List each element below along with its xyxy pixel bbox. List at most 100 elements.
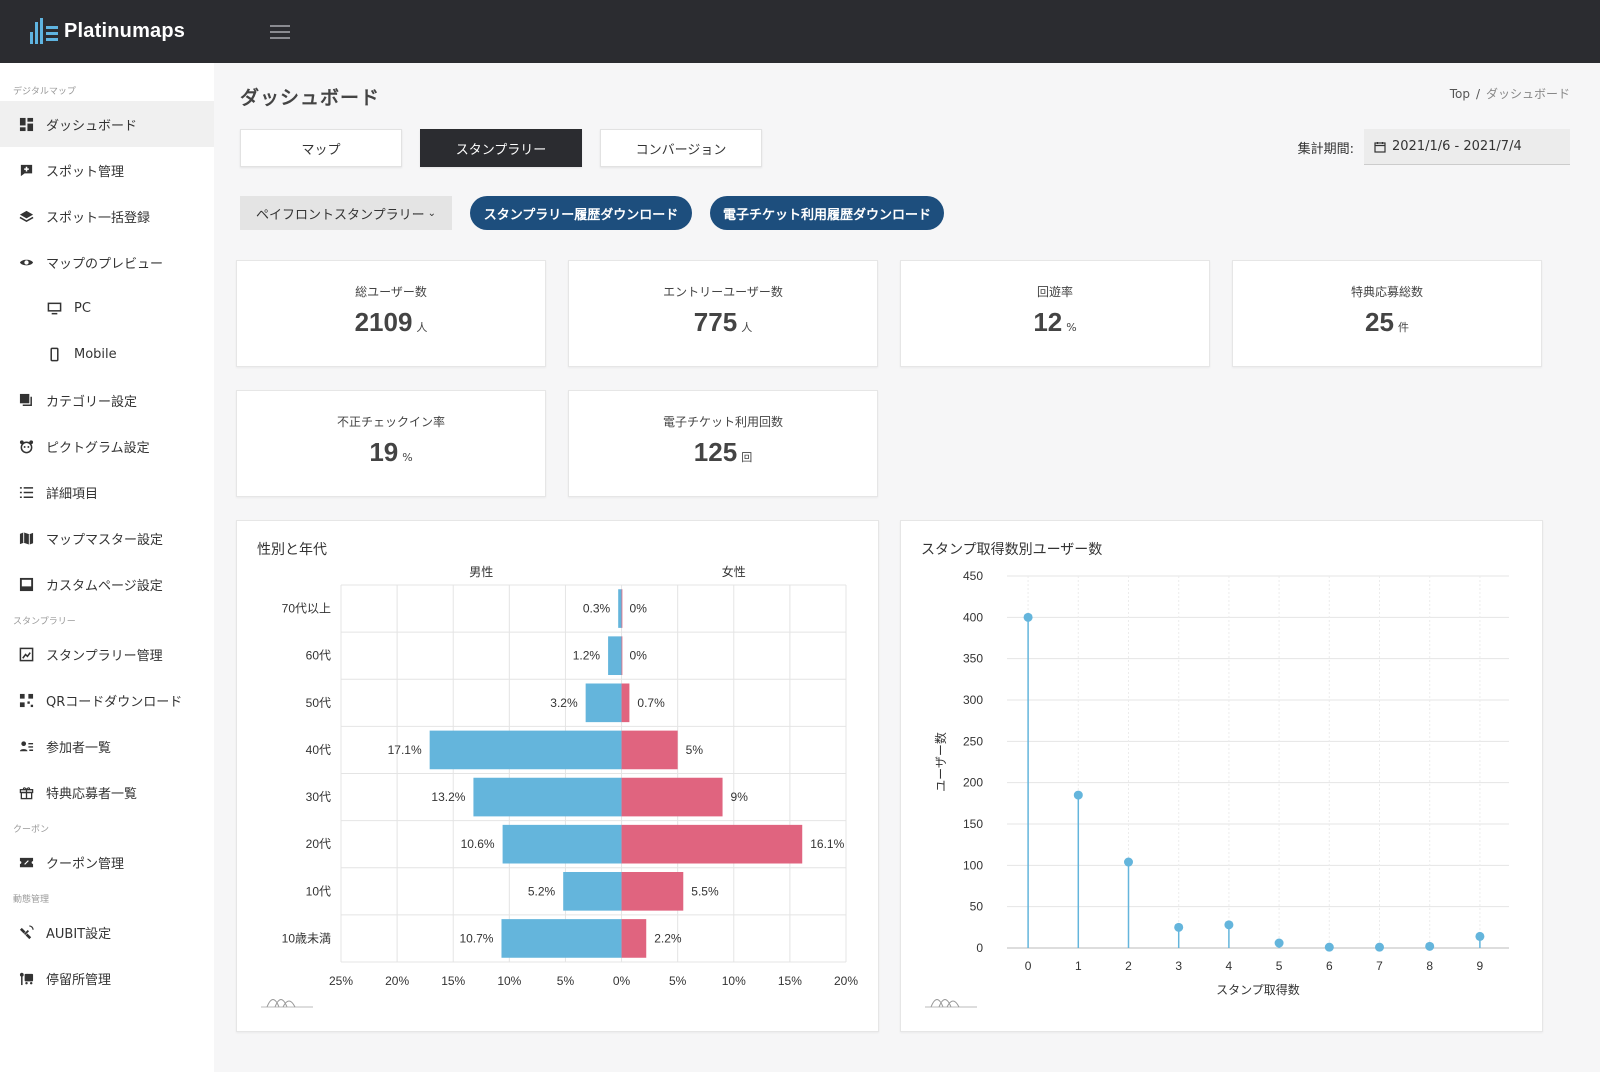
breadcrumb-separator: / (1475, 87, 1480, 101)
tab-stamp-rally[interactable]: スタンプラリー (420, 129, 582, 167)
sidebar-item-preview-pc[interactable]: PC (0, 285, 214, 331)
kpi-label: 不正チェックイン率 (336, 415, 445, 429)
male-bar (618, 589, 622, 628)
chart-wave-icon (261, 999, 313, 1008)
female-bar (621, 683, 630, 723)
pictogram-icon (18, 438, 34, 454)
sidebar-item-map-preview[interactable]: マップのプレビュー (0, 239, 214, 285)
sidebar-item-label: クーポン管理 (46, 856, 125, 872)
sidebar-item-preview-mobile[interactable]: Mobile (0, 331, 214, 377)
sidebar-item-applicants[interactable]: 特典応募者一覧 (0, 769, 214, 815)
period-date-range-input[interactable]: 2021/1/6 - 2021/7/4 (1364, 129, 1570, 165)
bus-stop-icon (18, 970, 34, 986)
x-tick-label: 4 (1226, 959, 1233, 973)
y-tick-label: 100 (963, 858, 983, 872)
app-name: Platinumaps (64, 20, 186, 42)
kpi-card-total-users: 総ユーザー数 2109 人 (236, 260, 546, 367)
sidebar-item-custom-page[interactable]: カスタムページ設定 (0, 561, 214, 607)
category-label: 70代以上 (282, 602, 331, 616)
sidebar-item-bus-stops[interactable]: 停留所管理 (0, 955, 214, 1001)
legend-female: 女性 (722, 564, 746, 579)
kpi-unit: 人 (741, 321, 753, 334)
sidebar-item-spot-bulk[interactable]: スポット一括登録 (0, 193, 214, 239)
y-tick-label: 250 (963, 734, 983, 748)
download-ticket-history-button[interactable]: 電子チケット利用履歴ダウンロード (710, 196, 944, 230)
kpi-unit: % (402, 451, 413, 464)
female-bar (621, 730, 678, 770)
female-data-label: 9% (731, 790, 749, 804)
x-axis-label: スタンプ取得数 (1216, 982, 1300, 997)
male-bar (608, 636, 622, 676)
sidebar-item-pictogram[interactable]: ピクトグラム設定 (0, 423, 214, 469)
sidebar-item-label: Mobile (74, 346, 117, 362)
sidebar-item-participants[interactable]: 参加者一覧 (0, 723, 214, 769)
download-stamp-rally-history-button[interactable]: スタンプラリー履歴ダウンロード (470, 196, 692, 230)
lollipop-point (1375, 942, 1384, 952)
female-data-label: 5.5% (691, 884, 719, 898)
sidebar-item-label: 特典応募者一覧 (46, 786, 138, 802)
sidebar-item-coupon[interactable]: クーポン管理 (0, 839, 214, 885)
tab-conversion[interactable]: コンバージョン (600, 129, 762, 167)
y-tick-label: 0 (976, 941, 983, 955)
x-tick-label: 10% (722, 974, 746, 988)
coupon-icon (18, 854, 34, 870)
chart-wave-icon (925, 999, 977, 1008)
y-tick-label: 150 (963, 817, 983, 831)
sidebar-section-digital-map: デジタルマップ (13, 87, 76, 97)
lollipop-point (1224, 920, 1234, 930)
male-data-label: 10.7% (459, 931, 493, 945)
gender-age-chart: 男性 女性 70代以上 0.3% 0% 60代 1.2% 0% 50代 3.2% 0.7% 40代 17… (282, 564, 859, 988)
app-logo[interactable]: Platinumaps (30, 17, 240, 46)
category-label: 20代 (306, 837, 331, 851)
x-tick-label: 20% (385, 974, 409, 988)
lollipop-point (1073, 790, 1083, 800)
sidebar-item-category[interactable]: カテゴリー設定 (0, 377, 214, 423)
female-data-label: 0% (630, 649, 648, 663)
sidebar-item-aubit[interactable]: AUBIT設定 (0, 909, 214, 955)
sidebar-item-label: マップのプレビュー (46, 256, 164, 272)
sidebar-item-spots[interactable]: スポット管理 (0, 147, 214, 193)
chart-title: スタンプ取得数別ユーザー数 (921, 542, 1103, 558)
gift-icon (18, 784, 34, 800)
menu-toggle-icon[interactable] (270, 24, 290, 39)
stamp-icon (18, 646, 34, 662)
tab-map[interactable]: マップ (240, 129, 402, 167)
male-data-label: 5.2% (528, 884, 556, 898)
x-tick-label: 0 (1025, 959, 1032, 973)
kpi-value: 2109 人 (237, 307, 545, 338)
category-label: 40代 (306, 743, 331, 757)
stamp-rally-select[interactable]: ペイフロントスタンプラリー ⌄ (240, 196, 452, 230)
dashboard-icon (18, 116, 34, 132)
x-tick-label: 5% (557, 974, 575, 988)
x-tick-label: 5 (1276, 959, 1283, 973)
sidebar-item-dashboard[interactable]: ダッシュボード (0, 101, 214, 147)
male-bar (429, 730, 622, 770)
x-tick-label: 8 (1426, 959, 1433, 973)
sidebar-item-qr-download[interactable]: QRコードダウンロード (0, 677, 214, 723)
male-data-label: 13.2% (431, 790, 465, 804)
top-bar: Platinumaps (0, 0, 1600, 63)
sidebar-item-stamp-rally[interactable]: スタンプラリー管理 (0, 631, 214, 677)
sidebar-item-label: マップマスター設定 (46, 532, 164, 548)
y-tick-label: 300 (963, 693, 983, 707)
sidebar-section-coupon: クーポン (13, 825, 50, 835)
female-data-label: 5% (686, 743, 704, 757)
kpi-value: 775 人 (569, 307, 877, 338)
sidebar-item-label: PC (74, 300, 91, 316)
lollipop-point (1124, 857, 1133, 867)
eye-icon (18, 254, 34, 270)
sidebar-item-label: 詳細項目 (46, 486, 99, 502)
kpi-card-fraud-checkin-rate: 不正チェックイン率 19% (236, 390, 546, 497)
category-label: 50代 (306, 696, 331, 710)
breadcrumb-home-link[interactable]: Top (1449, 87, 1470, 101)
sidebar-item-map-master[interactable]: マップマスター設定 (0, 515, 214, 561)
female-data-label: 0% (630, 602, 648, 616)
y-tick-label: 200 (963, 776, 983, 790)
sidebar-item-label: ピクトグラム設定 (46, 440, 150, 456)
stamp-rally-select-value: ペイフロントスタンプラリー (256, 207, 425, 223)
sidebar-item-details[interactable]: 詳細項目 (0, 469, 214, 515)
breadcrumb-current: ダッシュボード (1485, 87, 1570, 101)
female-bar (621, 919, 647, 958)
satellite-icon (18, 924, 34, 940)
page-icon (18, 576, 34, 592)
